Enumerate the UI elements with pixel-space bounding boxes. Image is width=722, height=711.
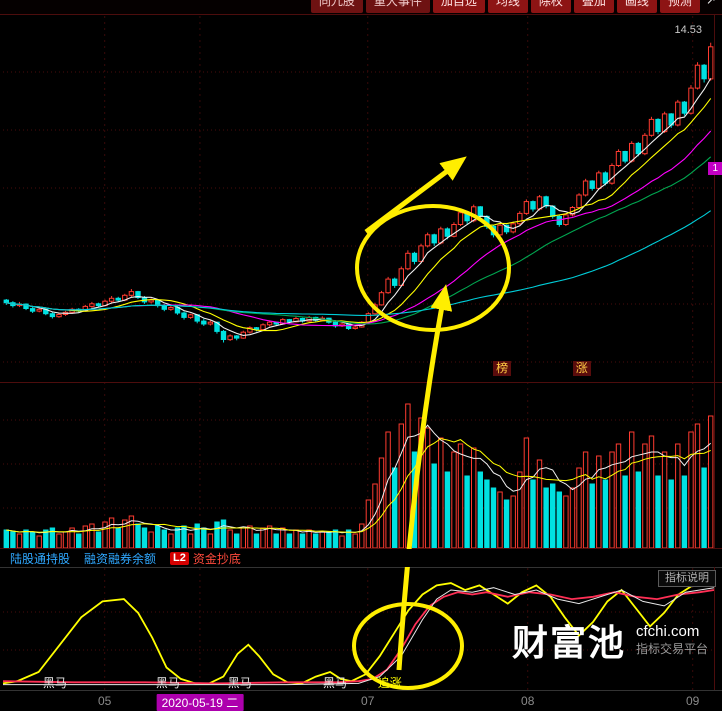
toolbar-button-均线[interactable]: 均线	[487, 0, 528, 13]
ranking-tag-榜[interactable]: 榜	[493, 361, 512, 376]
toolbar-button-预测[interactable]: 预测	[659, 0, 700, 13]
bottom-tabs: 陆股通持股 融资融券余额 L2 资金抄底	[0, 549, 722, 567]
axis-tick-05: 05	[97, 694, 112, 708]
latest-price-label: 14.53	[674, 24, 702, 36]
toolbar-button-除权[interactable]: 除权	[530, 0, 571, 13]
watermark: 财富池 cfchi.com 指标交易平台	[512, 614, 708, 666]
axis-tick-07: 07	[361, 694, 375, 708]
ranking-tag-涨[interactable]: 涨	[572, 361, 591, 376]
date-axis[interactable]: 05 2020-05-19 二 07 08 09	[0, 692, 722, 711]
axis-tick-08: 08	[521, 694, 535, 708]
tab-陆股通持股[interactable]: 陆股通持股	[10, 551, 71, 566]
gridlines	[3, 16, 714, 690]
tab-融资融券余额[interactable]: 融资融券余额	[84, 551, 157, 566]
watermark-tagline: 指标交易平台	[635, 641, 708, 656]
watermark-brand: 财富池	[511, 622, 626, 663]
ranking-tags: 榜涨	[0, 361, 722, 377]
ma10-line	[6, 98, 712, 332]
candlestick-layer	[3, 42, 714, 343]
toolbar-button-画线[interactable]: 画线	[616, 0, 657, 13]
tab-L2[interactable]: L2	[170, 551, 189, 565]
toolbar-buttons: 同九股 重大事件 加自选 均线 除权 叠加 画线 预测	[310, 0, 700, 13]
volume-layer	[3, 403, 714, 549]
indicator-help-button[interactable]: 指标说明	[658, 570, 716, 587]
annotation-arrow	[364, 156, 467, 234]
price-tag: 1	[708, 162, 722, 175]
toolbar-button-同九股[interactable]: 同九股	[310, 0, 363, 13]
vol-ma10-line	[6, 438, 711, 533]
toolbar-button-加自选[interactable]: 加自选	[432, 0, 485, 13]
indicator-line-追涨线	[2, 589, 715, 685]
annotation-layer	[352, 156, 511, 690]
axis-tick-09: 09	[685, 694, 700, 708]
watermark-domain: cfchi.com	[635, 623, 700, 641]
toolbar-button-叠加[interactable]: 叠加	[573, 0, 614, 13]
toolbar: 同九股 重大事件 加自选 均线 除权 叠加 画线 预测 ↗	[0, 0, 722, 14]
axis-tick-2020-05-19 二: 2020-05-19 二	[156, 694, 244, 711]
external-link-icon[interactable]: ↗	[705, 0, 716, 7]
annotation-ellipse	[352, 602, 464, 690]
toolbar-button-重大事件[interactable]: 重大事件	[365, 0, 430, 13]
watermark-info: cfchi.com 指标交易平台	[636, 622, 708, 657]
tab-资金抄底[interactable]: 资金抄底	[192, 551, 241, 566]
